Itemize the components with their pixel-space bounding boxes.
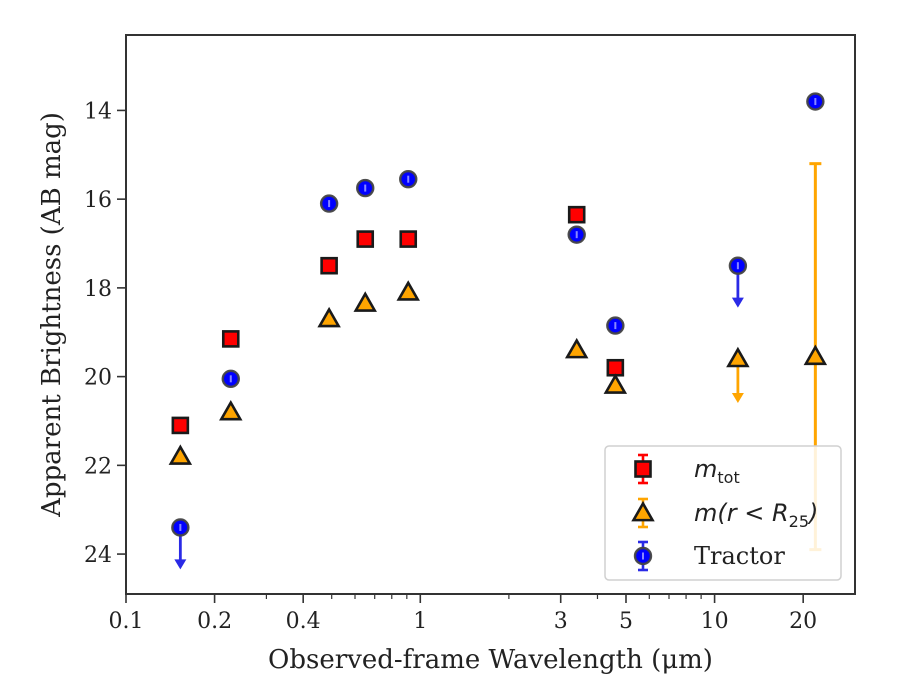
axis-ticks: 0.1 0.2 0.4 1 3 5 10 20 14 16 18 20 22 24 [84, 99, 817, 634]
y-tick-label: 20 [84, 366, 112, 391]
y-tick-label: 24 [84, 543, 112, 568]
x-tick-label: 0.4 [286, 609, 321, 634]
upper-limit-arrow-head [174, 559, 187, 570]
x-tick-label: 5 [619, 609, 633, 634]
upper-limit-arrow-head [731, 393, 744, 404]
legend-label-square: mtot [694, 455, 740, 487]
legend-label-circle: Tractor [694, 542, 785, 570]
y-tick-label: 14 [84, 99, 112, 124]
series-square [171, 205, 625, 435]
plot-frame [125, 34, 856, 595]
legend-label-triangle: m(r < R25) [694, 499, 818, 531]
legend: mtot m(r < R25) Tractor [604, 445, 842, 581]
series-circle [171, 92, 825, 570]
y-axis-title: Apparent Brightness (AB mag) [37, 112, 67, 518]
upper-limit-arrow-head [731, 297, 744, 308]
y-tick-label: 16 [84, 188, 112, 213]
x-tick-label: 10 [701, 609, 729, 634]
y-tick-label: 18 [84, 277, 112, 302]
data-marks [168, 92, 828, 570]
x-axis-title: Observed-frame Wavelength (μm) [268, 645, 713, 675]
x-tick-label: 0.1 [109, 609, 144, 634]
x-tick-label: 0.2 [197, 609, 232, 634]
y-tick-label: 22 [84, 454, 112, 479]
x-tick-label: 20 [789, 609, 817, 634]
legend-box [604, 445, 842, 581]
x-tick-label: 1 [413, 609, 427, 634]
x-tick-label: 3 [554, 609, 568, 634]
